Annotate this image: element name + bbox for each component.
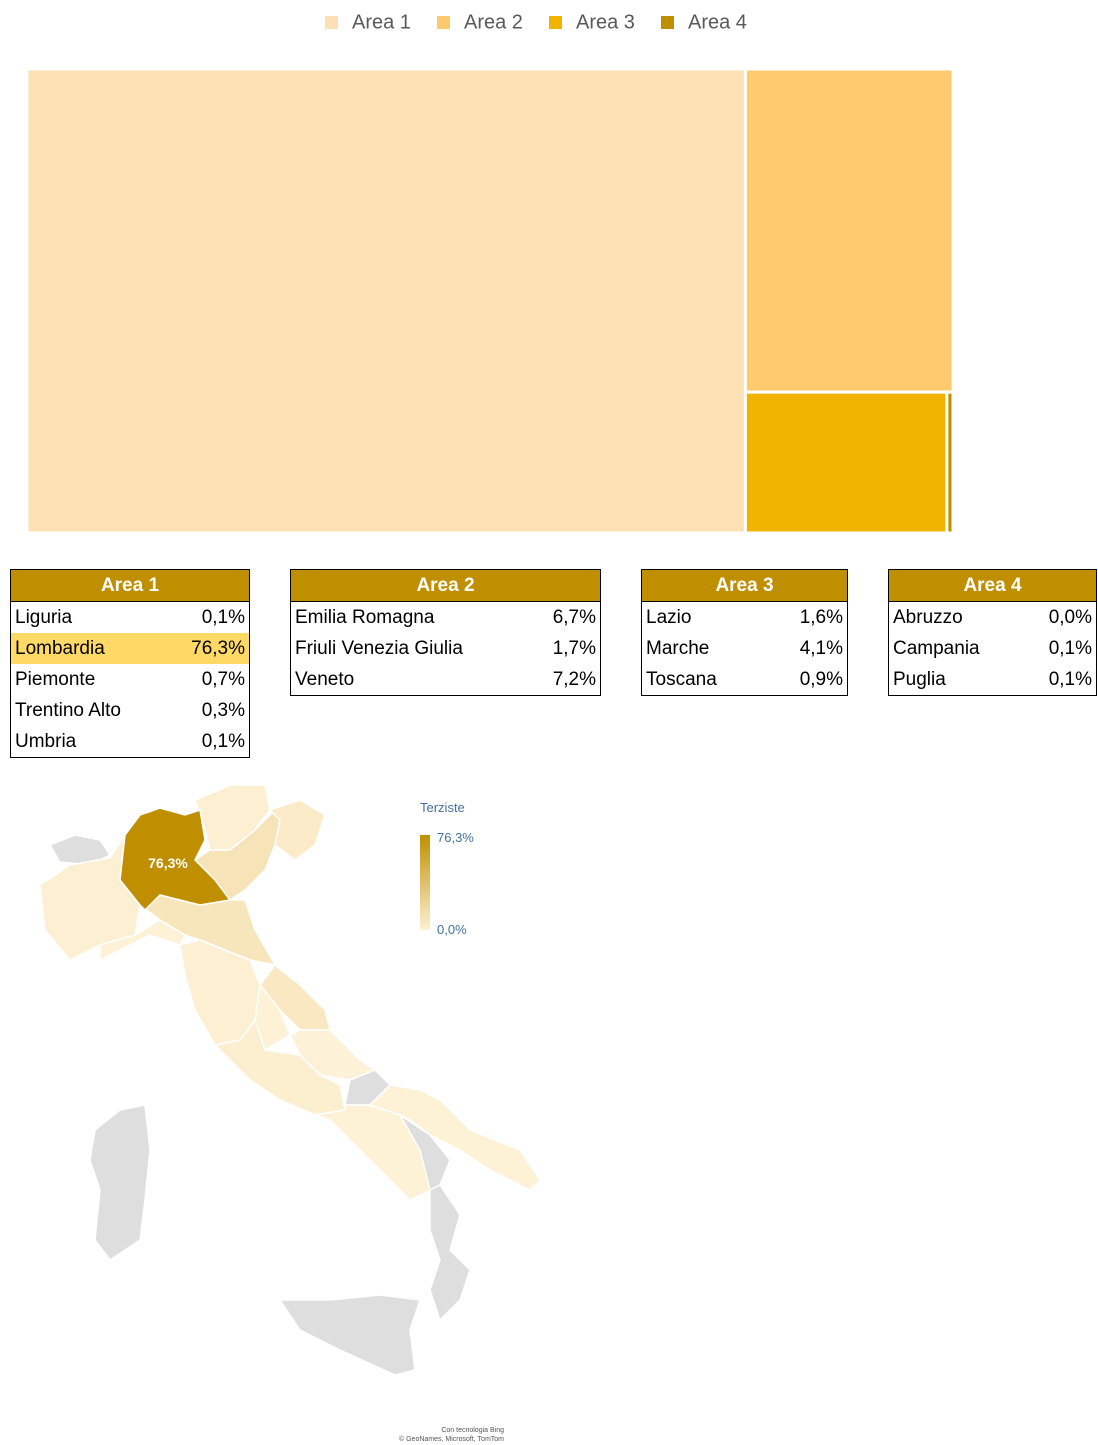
table-row: Campania 0,1%	[889, 633, 1097, 664]
region-name: Umbria	[15, 730, 77, 752]
region-name: Liguria	[15, 606, 73, 628]
region-share: 6,7%	[552, 606, 596, 628]
area-table: Area 3 Lazio 1,6% Marche 4,1% Toscana 0,9%	[641, 569, 848, 696]
region-name: Puglia	[893, 668, 946, 690]
legend-min: 0,0%	[437, 922, 467, 937]
legend-title: Terziste	[420, 800, 465, 815]
region	[288, 1029, 377, 1081]
table-row: Friuli Venezia Giulia 1,7%	[291, 633, 601, 664]
region-name: Marche	[646, 637, 710, 659]
table-row: Marche 4,1%	[642, 633, 848, 664]
region-share: 0,1%	[201, 606, 245, 628]
region-lombardia	[119, 807, 232, 912]
region	[89, 1104, 151, 1262]
treemap-tile	[25, 67, 747, 535]
legend-swatch	[661, 16, 674, 29]
legend-swatch	[437, 16, 450, 29]
treemap-tile	[743, 390, 949, 535]
legend-label: Area 3	[576, 11, 635, 33]
table-row: Trentino Alto 0,3%	[11, 695, 250, 726]
region-name: Abruzzo	[893, 606, 963, 628]
region-name: Lombardia	[10, 633, 166, 664]
region-share: 0,9%	[799, 668, 843, 690]
region-name: Veneto	[295, 668, 355, 690]
table-row: Veneto 7,2%	[291, 664, 601, 696]
table-row: Piemonte 0,7%	[11, 664, 250, 695]
legend-gradient	[420, 835, 430, 930]
region	[429, 1184, 471, 1322]
legend-swatch	[325, 16, 338, 29]
regions	[39, 784, 541, 1376]
region	[254, 983, 291, 1052]
region-share: 0,3%	[201, 699, 245, 721]
table-row: Emilia Romagna 6,7%	[291, 602, 601, 634]
region-share: 0,1%	[1048, 668, 1092, 690]
legend-max: 76,3%	[437, 830, 474, 845]
region-name: Emilia Romagna	[295, 606, 435, 628]
legend-label: Area 2	[464, 11, 523, 33]
region-share: 1,7%	[552, 637, 596, 659]
table-row: Puglia 0,1%	[889, 664, 1097, 696]
region	[99, 919, 186, 962]
table-row: Umbria 0,1%	[11, 726, 250, 758]
region-name: Piemonte	[15, 668, 96, 690]
region	[48, 834, 112, 866]
region	[368, 1084, 541, 1191]
region-share: 7,2%	[552, 668, 596, 690]
region	[399, 1114, 451, 1192]
region	[213, 1018, 346, 1116]
legend-swatch	[549, 16, 562, 29]
region-share: 0,0%	[1048, 606, 1092, 628]
region	[344, 1069, 392, 1106]
region	[314, 1104, 431, 1201]
area-table: Area 1 Liguria 0,1% Lombardia 76,3% Piemonte 0…	[10, 569, 250, 758]
region-name: Toscana	[646, 668, 717, 690]
area-table: Area 4 Abruzzo 0,0% Campania 0,1% Puglia 0,1%	[888, 569, 1097, 696]
table-row: Lombardia 76,3%	[10, 633, 250, 664]
table-title: Area 2	[290, 569, 601, 602]
region-name: Friuli Venezia Giulia	[295, 637, 463, 659]
legend-label: Area 4	[688, 11, 747, 33]
table-row: Liguria 0,1%	[11, 602, 250, 634]
table-title: Area 1	[10, 569, 250, 602]
region-share: 0,1%	[201, 730, 245, 752]
legend-label: Area 1	[352, 11, 411, 33]
table-row: Lazio 1,6%	[642, 602, 848, 634]
table-title: Area 4	[888, 569, 1097, 602]
region-name: Campania	[893, 637, 980, 659]
region	[194, 784, 271, 851]
region	[193, 808, 281, 902]
area-table: Area 2 Emilia Romagna 6,7% Friuli Venezia G…	[290, 569, 601, 696]
region	[259, 963, 331, 1031]
region	[39, 834, 141, 961]
region-share: 0,7%	[201, 668, 245, 690]
table-row: Abruzzo 0,0%	[889, 602, 1097, 634]
treemap-chart: Area 1 Area 2 Area 3 Area 4	[25, 11, 955, 535]
treemap-tile	[945, 390, 955, 535]
credit: Con tecnologia Bing	[441, 1427, 504, 1434]
region-share: 4,1%	[799, 637, 843, 659]
region-name: Lazio	[646, 606, 692, 628]
treemap-tile	[743, 67, 955, 394]
region-label: 76,3%	[148, 855, 188, 871]
region	[179, 939, 261, 1046]
table-title: Area 3	[641, 569, 848, 602]
region-share: 76,3%	[165, 633, 250, 664]
region	[268, 799, 326, 861]
region-share: 0,1%	[1048, 637, 1092, 659]
region	[278, 1294, 422, 1376]
credit: © GeoNames, Microsoft, TomTom	[399, 1435, 504, 1443]
region-share: 1,6%	[799, 606, 843, 628]
region-name: Trentino Alto	[15, 699, 121, 721]
region	[138, 894, 277, 967]
table-row: Toscana 0,9%	[642, 664, 848, 696]
